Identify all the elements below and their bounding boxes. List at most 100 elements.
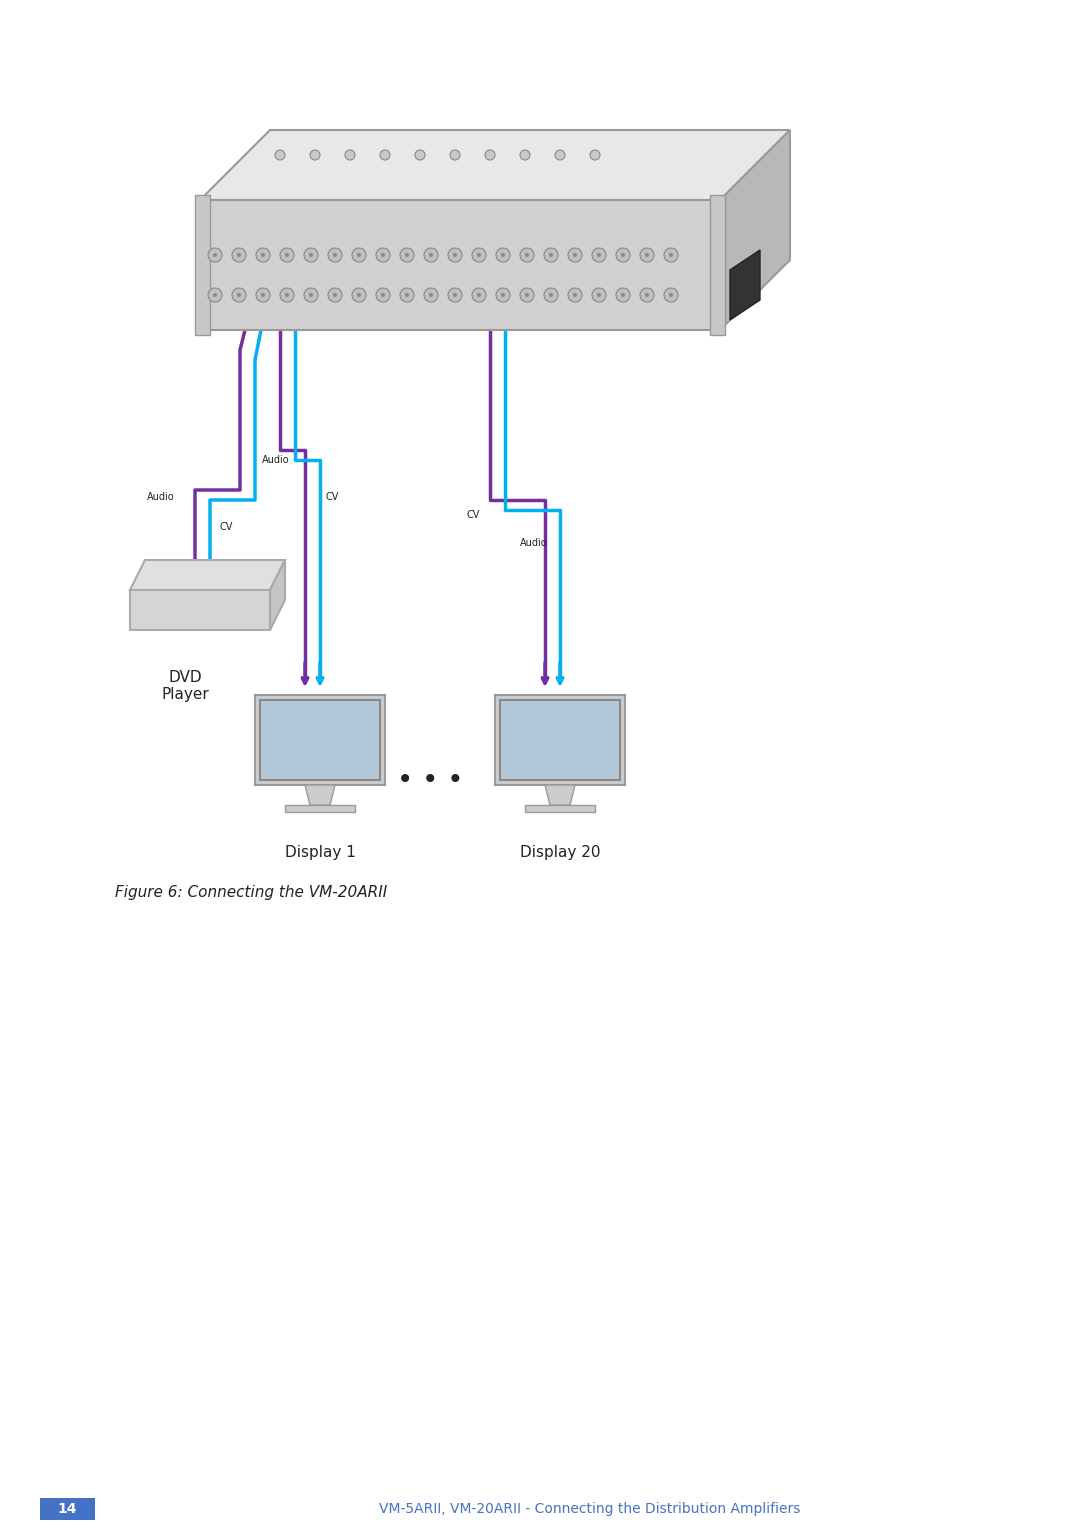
Circle shape <box>485 150 495 159</box>
Circle shape <box>213 253 217 258</box>
Circle shape <box>357 293 361 297</box>
Circle shape <box>309 293 313 297</box>
Circle shape <box>261 293 265 297</box>
Circle shape <box>415 150 426 159</box>
Circle shape <box>208 288 222 302</box>
Circle shape <box>376 288 390 302</box>
Circle shape <box>448 288 462 302</box>
Circle shape <box>573 253 577 258</box>
Text: Display 1: Display 1 <box>284 845 355 860</box>
Circle shape <box>232 248 246 262</box>
Polygon shape <box>260 701 380 780</box>
Circle shape <box>400 248 414 262</box>
Circle shape <box>256 288 270 302</box>
Text: CV: CV <box>467 510 480 520</box>
Text: VM-5ARII, VM-20ARII - Connecting the Distribution Amplifiers: VM-5ARII, VM-20ARII - Connecting the Dis… <box>379 1502 800 1516</box>
FancyBboxPatch shape <box>40 1498 95 1521</box>
Circle shape <box>501 293 505 297</box>
Circle shape <box>405 253 409 258</box>
Polygon shape <box>545 785 575 805</box>
Circle shape <box>621 253 625 258</box>
Circle shape <box>275 150 285 159</box>
Circle shape <box>303 288 318 302</box>
Circle shape <box>555 150 565 159</box>
Text: Audio: Audio <box>147 492 175 501</box>
Circle shape <box>519 150 530 159</box>
Circle shape <box>501 253 505 258</box>
Circle shape <box>285 293 289 297</box>
Circle shape <box>333 293 337 297</box>
Circle shape <box>645 253 649 258</box>
Polygon shape <box>255 694 384 785</box>
Polygon shape <box>720 130 789 330</box>
Circle shape <box>525 253 529 258</box>
Text: DVD
Player: DVD Player <box>161 670 208 702</box>
Circle shape <box>664 248 678 262</box>
Polygon shape <box>195 195 210 336</box>
Circle shape <box>525 293 529 297</box>
Circle shape <box>424 248 438 262</box>
Polygon shape <box>200 199 720 330</box>
Circle shape <box>213 293 217 297</box>
Circle shape <box>285 253 289 258</box>
Circle shape <box>496 288 510 302</box>
Text: CV: CV <box>220 523 233 532</box>
Polygon shape <box>270 560 285 630</box>
Circle shape <box>616 288 630 302</box>
Polygon shape <box>710 195 725 336</box>
Circle shape <box>429 293 433 297</box>
Circle shape <box>664 288 678 302</box>
Circle shape <box>424 288 438 302</box>
Circle shape <box>448 248 462 262</box>
Circle shape <box>544 248 558 262</box>
Polygon shape <box>525 805 595 812</box>
Polygon shape <box>305 785 335 805</box>
Circle shape <box>472 248 486 262</box>
Circle shape <box>597 293 600 297</box>
Circle shape <box>352 248 366 262</box>
Circle shape <box>303 248 318 262</box>
Circle shape <box>616 248 630 262</box>
Circle shape <box>237 293 241 297</box>
Polygon shape <box>500 701 620 780</box>
Circle shape <box>472 288 486 302</box>
Circle shape <box>237 253 241 258</box>
Circle shape <box>405 293 409 297</box>
Circle shape <box>309 253 313 258</box>
Circle shape <box>381 293 384 297</box>
Circle shape <box>280 288 294 302</box>
Circle shape <box>645 293 649 297</box>
Circle shape <box>568 288 582 302</box>
Circle shape <box>592 288 606 302</box>
Polygon shape <box>130 590 270 630</box>
Circle shape <box>477 253 481 258</box>
Circle shape <box>400 288 414 302</box>
Circle shape <box>333 253 337 258</box>
Text: Figure 6: Connecting the VM-20ARII: Figure 6: Connecting the VM-20ARII <box>114 885 388 900</box>
Circle shape <box>590 150 600 159</box>
Text: Audio: Audio <box>519 538 548 547</box>
Circle shape <box>519 288 534 302</box>
Circle shape <box>380 150 390 159</box>
Circle shape <box>568 248 582 262</box>
Circle shape <box>640 288 654 302</box>
Circle shape <box>429 253 433 258</box>
Circle shape <box>477 293 481 297</box>
Circle shape <box>453 293 457 297</box>
Circle shape <box>450 150 460 159</box>
Circle shape <box>256 248 270 262</box>
Circle shape <box>592 248 606 262</box>
Circle shape <box>453 253 457 258</box>
Circle shape <box>261 253 265 258</box>
Circle shape <box>519 248 534 262</box>
Circle shape <box>328 288 342 302</box>
Text: • • •: • • • <box>396 766 463 794</box>
Circle shape <box>549 293 553 297</box>
Circle shape <box>669 253 673 258</box>
Polygon shape <box>285 805 355 812</box>
Circle shape <box>621 293 625 297</box>
Circle shape <box>549 253 553 258</box>
Circle shape <box>669 293 673 297</box>
Polygon shape <box>730 250 760 320</box>
Circle shape <box>280 248 294 262</box>
